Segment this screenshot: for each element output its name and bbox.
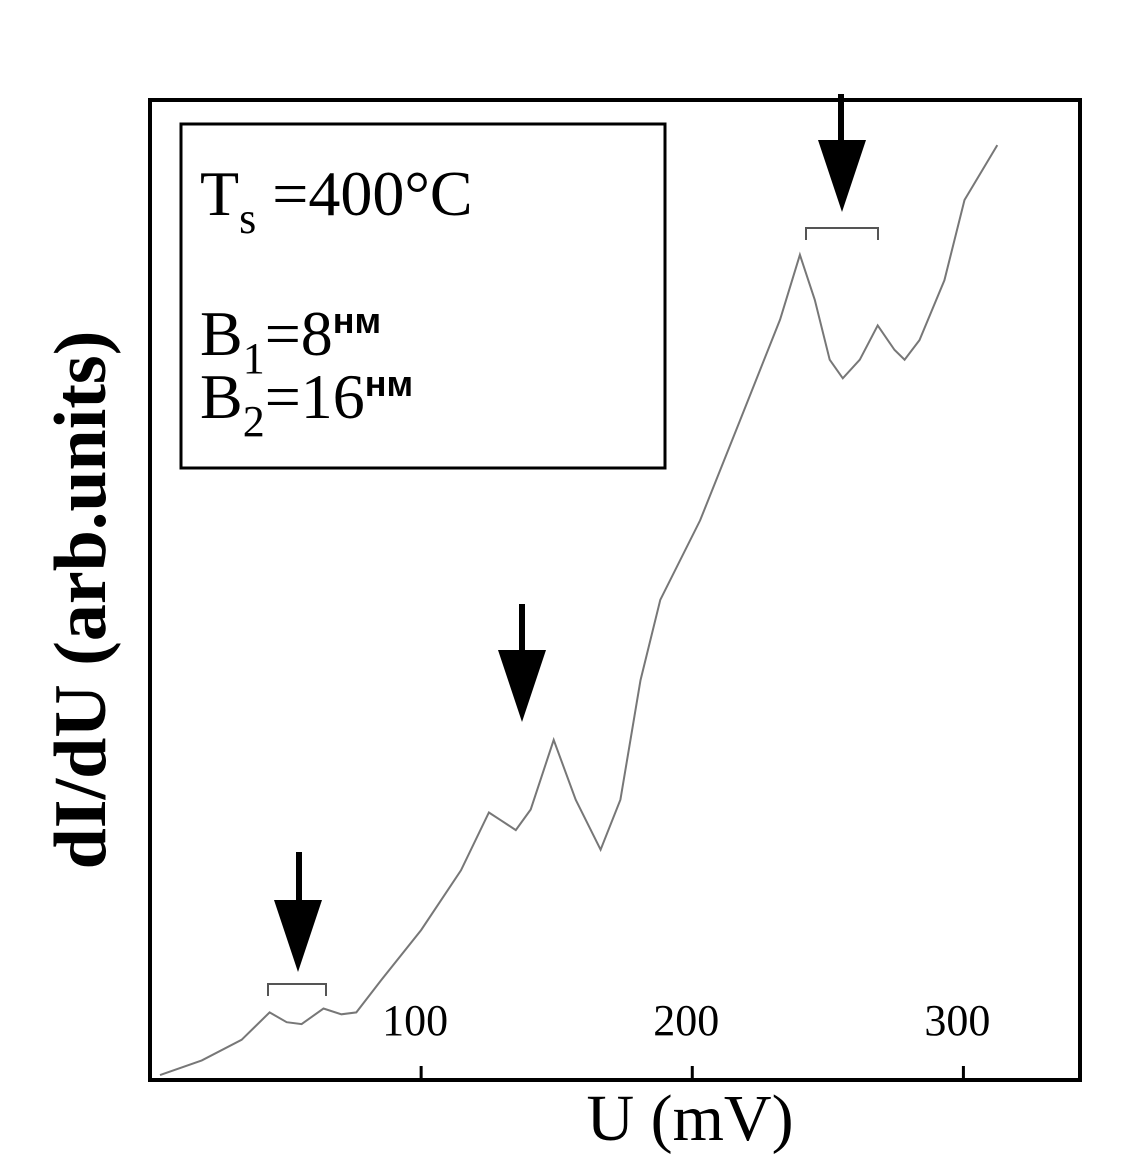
arrow-head xyxy=(818,140,866,212)
arrow-head xyxy=(274,900,322,972)
inset-box xyxy=(179,122,667,470)
annotation: Ts =400°C xyxy=(200,158,473,243)
arrows xyxy=(274,94,866,972)
annotation-base: T xyxy=(200,158,239,229)
x-tick-label: 200 xyxy=(653,996,719,1045)
annotation-base: B xyxy=(200,361,243,432)
plot-frame xyxy=(148,98,1082,1082)
arrow-shaft xyxy=(296,852,302,912)
annotation-sup: нм xyxy=(333,300,381,341)
annotation-sup: нм xyxy=(365,363,413,404)
annotation-sub: 2 xyxy=(243,397,265,446)
bracket xyxy=(267,983,327,996)
annotation-text: =16 xyxy=(265,361,365,432)
annotation-sub: s xyxy=(239,194,256,243)
arrow-shaft xyxy=(519,604,525,664)
arrow-shaft xyxy=(838,94,844,154)
annotation-text: =400°C xyxy=(256,158,472,229)
annotation: B2=16нм xyxy=(200,361,413,446)
bracket xyxy=(805,227,879,240)
annotation-base: B xyxy=(200,298,243,369)
annotation-sub: 1 xyxy=(243,334,265,383)
brackets xyxy=(267,227,879,996)
data-line xyxy=(159,144,999,1077)
annotation-text: =8 xyxy=(265,298,333,369)
annotation: B1=8нм xyxy=(200,298,381,383)
x-axis-label: U (mV) xyxy=(586,1082,793,1155)
x-tick-label: 300 xyxy=(924,996,990,1045)
x-tick-label: 100 xyxy=(382,996,448,1045)
y-axis-label: dI/dU (arb.units) xyxy=(40,331,122,870)
arrow-head xyxy=(498,650,546,722)
